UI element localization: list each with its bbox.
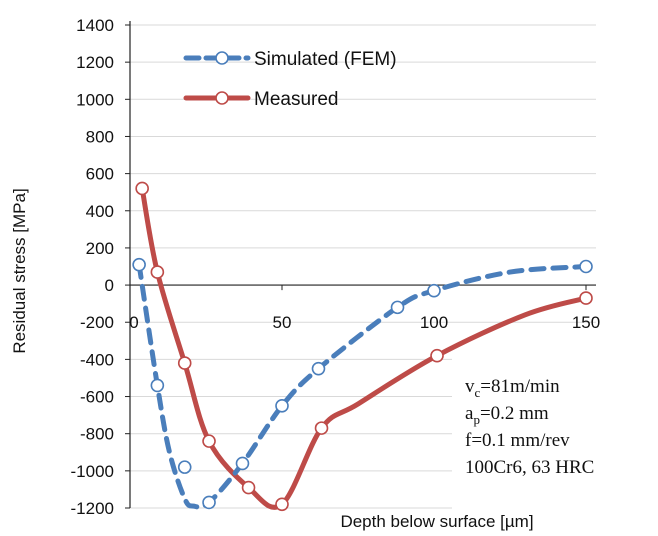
y-tick-label: 1200 [76,53,114,72]
y-tick-label: 600 [86,165,114,184]
conditions-panel [452,356,658,536]
y-tick-label: 1000 [76,90,114,109]
simulated-data-point [132,257,146,272]
y-tick-label: -1200 [71,499,114,518]
x-tick-label: 50 [273,313,292,332]
measured-data-point [135,181,149,196]
simulated-data-point [275,399,289,413]
measured-data-point [579,291,593,305]
simulated-data-point [427,283,441,298]
simulated-data-point [202,495,216,510]
y-tick-label: -800 [80,425,114,444]
condition-line: f=0.1 mm/rev [465,430,570,451]
measured-data-point [314,421,329,435]
y-tick-label: 800 [86,127,114,146]
legend-measured-marker [215,91,229,105]
legend-simulated-label: Simulated (FEM) [254,49,397,70]
y-tick-label: -1000 [71,462,114,481]
y-tick-label: 0 [105,276,114,295]
measured-data-point [150,265,165,279]
condition-line: ap=0.2 mm [465,403,549,427]
y-tick-label: 400 [86,202,114,221]
x-tick-label: 0 [129,313,138,332]
condition-line: vc=81m/min [465,376,560,400]
y-tick-label: 1400 [76,16,114,35]
y-tick-label: -200 [80,313,114,332]
measured-data-point [430,348,444,363]
x-tick-label: 100 [420,313,448,332]
y-tick-label: 200 [86,239,114,258]
y-tick-label: -600 [80,388,114,407]
y-axis-title: Residual stress [MPa] [10,188,29,353]
simulated-data-point [579,259,593,274]
x-tick-label: 150 [572,313,600,332]
measured-data-point [202,434,216,448]
simulated-data-point [390,300,405,315]
legend-measured-label: Measured [254,89,339,110]
y-tick-label: -400 [80,350,114,369]
measured-data-point [275,497,289,512]
legend-simulated-marker [215,51,229,65]
measured-data-point [241,480,256,495]
cutting-conditions: vc=81m/min ap=0.2 mm f=0.1 mm/rev 100Cr6, 6… [465,376,594,478]
condition-line: 100Cr6, 63 HRC [465,457,594,478]
measured-data-point [177,356,192,370]
simulated-data-point [311,361,326,376]
simulated-data-point [150,378,165,393]
simulated-data-point [235,456,250,471]
simulated-data-point [177,460,192,474]
x-axis-title: Depth below surface [µm] [340,512,533,531]
